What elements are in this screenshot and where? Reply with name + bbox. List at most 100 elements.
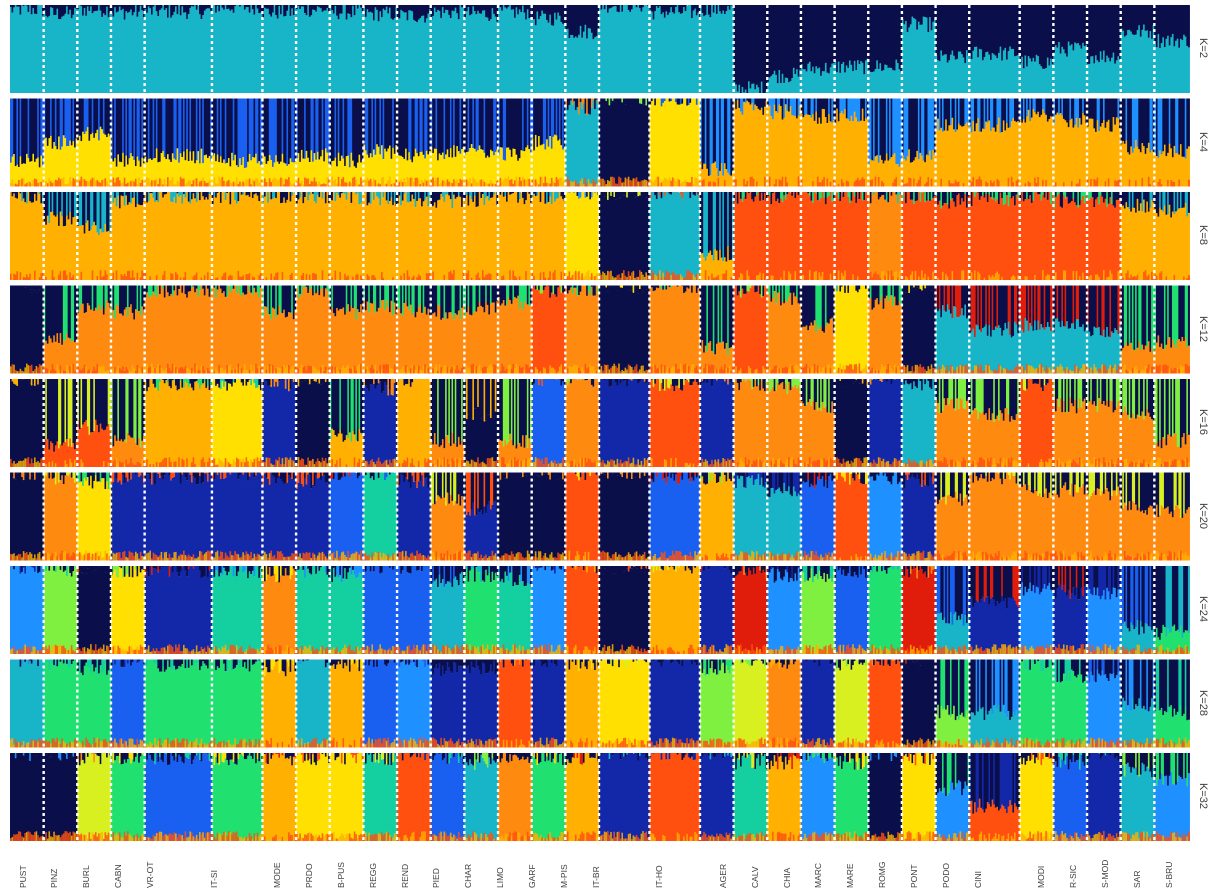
ancestry-bar-main xyxy=(665,11,668,93)
ancestry-bar-main xyxy=(945,54,948,93)
ancestry-bar-main xyxy=(654,11,657,93)
ancestry-bar-rest xyxy=(107,98,110,134)
ancestry-bar-minor xyxy=(10,183,12,187)
ancestry-bar-minor xyxy=(454,181,457,187)
ancestry-bar-rest xyxy=(560,5,563,22)
ancestry-bar-main xyxy=(1162,37,1165,93)
ancestry-bar-rest xyxy=(845,5,848,66)
ancestry-bar-main xyxy=(347,155,350,187)
ancestry-bar-minor xyxy=(64,184,67,187)
ancestry-bar-main xyxy=(914,19,917,94)
ancestry-bar-minor xyxy=(304,177,307,187)
ancestry-bar-main xyxy=(816,68,819,93)
ancestry-bar-minor xyxy=(1187,179,1190,187)
ancestry-bar-main xyxy=(1042,68,1045,93)
ancestry-bar-main xyxy=(576,37,579,93)
ancestry-bar-rest xyxy=(485,5,488,18)
ancestry-bar-minor xyxy=(494,184,497,187)
ancestry-bar-rest xyxy=(339,98,342,161)
ancestry-bar-rest xyxy=(381,5,383,18)
ancestry-bar-rest xyxy=(291,5,294,9)
ancestry-bar-main xyxy=(610,7,613,93)
ancestry-bar-main xyxy=(294,161,297,187)
ancestry-bar-main xyxy=(155,11,158,93)
ancestry-bar-rest xyxy=(956,5,959,59)
ancestry-bar-main xyxy=(514,17,517,94)
ancestry-bar-main xyxy=(192,151,195,187)
ancestry-bar-main xyxy=(1027,56,1030,93)
ancestry-bar-rest xyxy=(304,5,307,14)
ancestry-bar-rest xyxy=(163,98,166,158)
ancestry-bar-main xyxy=(1103,50,1106,93)
ancestry-bar-main xyxy=(600,9,603,94)
ancestry-bar-minor xyxy=(38,182,41,187)
ancestry-bar-main xyxy=(499,7,502,93)
ancestry-bar-main xyxy=(781,73,784,93)
ancestry-bar-rest xyxy=(762,5,765,93)
ancestry-bar-rest xyxy=(162,98,165,151)
ancestry-bar-main xyxy=(788,82,791,93)
ancestry-bar-rest xyxy=(1021,5,1024,57)
ancestry-bar-rest xyxy=(957,5,960,52)
ancestry-bar-main xyxy=(34,161,36,187)
ancestry-bar-rest xyxy=(1160,5,1163,44)
ancestry-bar-rest xyxy=(253,98,256,158)
ancestry-bar-rest xyxy=(245,5,248,8)
ancestry-bar-rest xyxy=(72,98,75,142)
ancestry-bar-main xyxy=(40,155,43,187)
ancestry-bar-rest xyxy=(668,5,671,13)
ancestry-bar-main xyxy=(1010,49,1013,93)
ancestry-bar-main xyxy=(106,6,109,93)
ancestry-bar-minor xyxy=(122,182,125,187)
ancestry-bar-rest xyxy=(890,5,893,68)
ancestry-bar-rest xyxy=(504,5,507,8)
ancestry-bar-minor xyxy=(506,178,509,187)
ancestry-bar-rest xyxy=(195,5,198,10)
ancestry-bar-main xyxy=(506,8,509,94)
ancestry-bar-rest xyxy=(144,98,147,157)
ancestry-bar-main xyxy=(237,167,240,187)
ancestry-bar-rest xyxy=(489,5,492,20)
ancestry-bar-main xyxy=(93,11,96,93)
ancestry-bar-rest xyxy=(578,98,581,115)
ancestry-bar-main xyxy=(924,16,927,94)
ancestry-bar-rest xyxy=(764,5,767,93)
ancestry-bar-main xyxy=(876,60,879,93)
ancestry-bar-main xyxy=(619,5,622,93)
ancestry-bar-rest xyxy=(74,98,77,148)
ancestry-bar-rest xyxy=(265,5,268,9)
ancestry-bar-main xyxy=(226,9,229,93)
ancestry-bar-minor xyxy=(334,179,337,187)
ancestry-bar-rest xyxy=(772,5,775,75)
ancestry-bar-main xyxy=(123,166,126,187)
ancestry-bar-main xyxy=(183,151,186,187)
ancestry-bar-rest xyxy=(405,5,408,13)
ancestry-bar-main xyxy=(98,140,101,187)
ancestry-bar-main xyxy=(48,15,51,94)
ancestry-bar-minor xyxy=(493,183,496,187)
ancestry-bar-rest xyxy=(477,5,480,11)
ancestry-bar-rest xyxy=(265,98,268,164)
ancestry-bar-main xyxy=(921,24,924,93)
ancestry-bar-minor xyxy=(451,183,454,187)
ancestry-bar-main xyxy=(647,5,649,94)
ancestry-bar-rest xyxy=(141,5,144,11)
ancestry-bar-main xyxy=(392,147,395,187)
ancestry-bar-main xyxy=(897,63,900,93)
ancestry-bar-rest xyxy=(438,98,441,154)
ancestry-bar-main xyxy=(142,163,145,187)
ancestry-bar-minor xyxy=(234,182,237,187)
ancestry-bar-main xyxy=(1026,66,1029,93)
ancestry-bar-rest xyxy=(520,98,523,151)
ancestry-bar-rest xyxy=(640,5,643,12)
ancestry-bar-rest xyxy=(248,5,251,13)
ancestry-bar-main xyxy=(1093,63,1096,93)
ancestry-bar-main xyxy=(536,11,539,93)
ancestry-bar-minor xyxy=(80,176,83,187)
ancestry-bar-minor xyxy=(558,177,561,187)
ancestry-bar-minor xyxy=(541,176,544,187)
ancestry-bar-main xyxy=(154,157,157,187)
ancestry-bar-rest xyxy=(621,5,624,12)
ancestry-bar-main xyxy=(70,145,73,187)
ancestry-bar-minor xyxy=(239,181,242,187)
